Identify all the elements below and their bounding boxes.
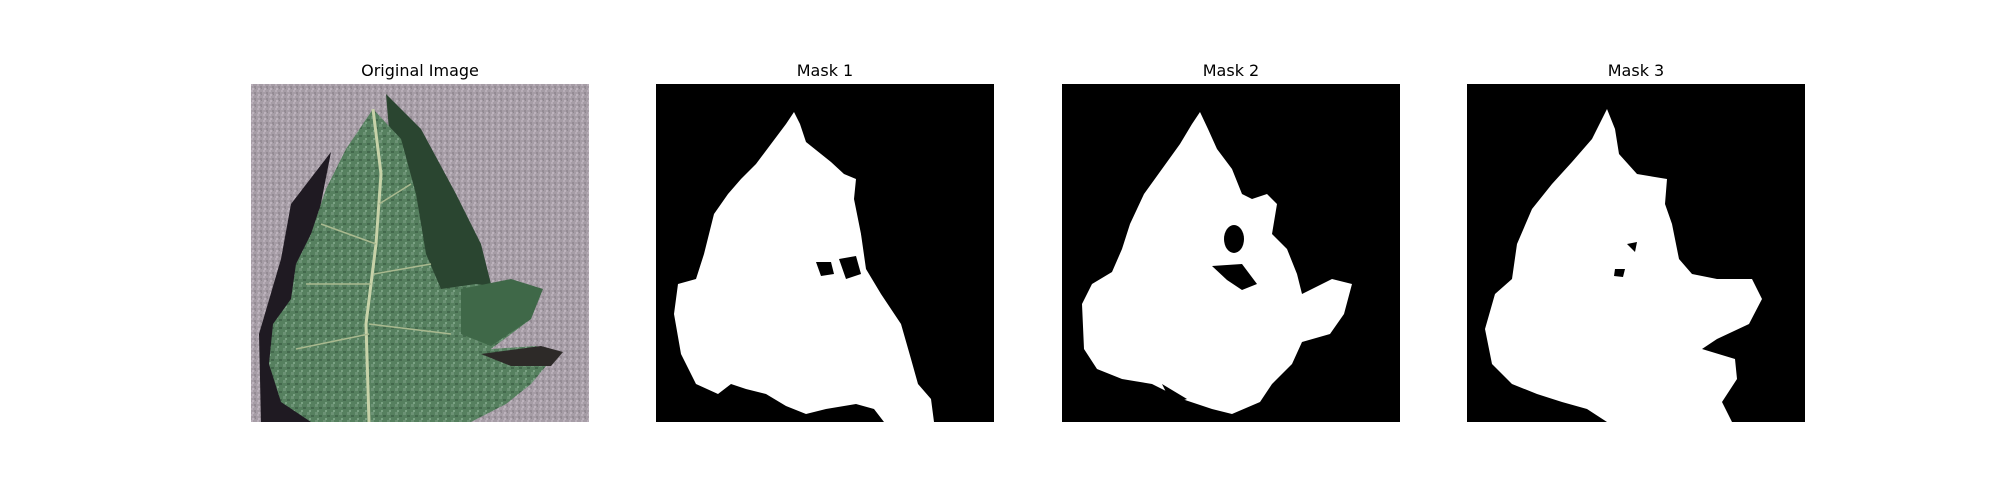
panel-original-image: Original Image [251,58,589,422]
panel-mask-2: Mask 2 [1062,58,1400,422]
panel-title: Mask 3 [1607,61,1665,80]
mask-2-image [1062,84,1400,422]
original-leaf-photo [251,84,589,422]
mask-3-region [1485,109,1762,422]
panel-title: Original Image [361,61,479,80]
panel-mask-1: Mask 1 [656,58,994,422]
mask-3-image [1467,84,1805,422]
panel-title: Mask 2 [1202,61,1260,80]
leaf-blade [269,109,556,422]
panel-mask-3: Mask 3 [1467,58,1805,422]
mask-2-region [1082,112,1352,414]
mask-1-region [674,112,934,422]
mask-1-image [656,84,994,422]
panel-title: Mask 1 [796,61,854,80]
